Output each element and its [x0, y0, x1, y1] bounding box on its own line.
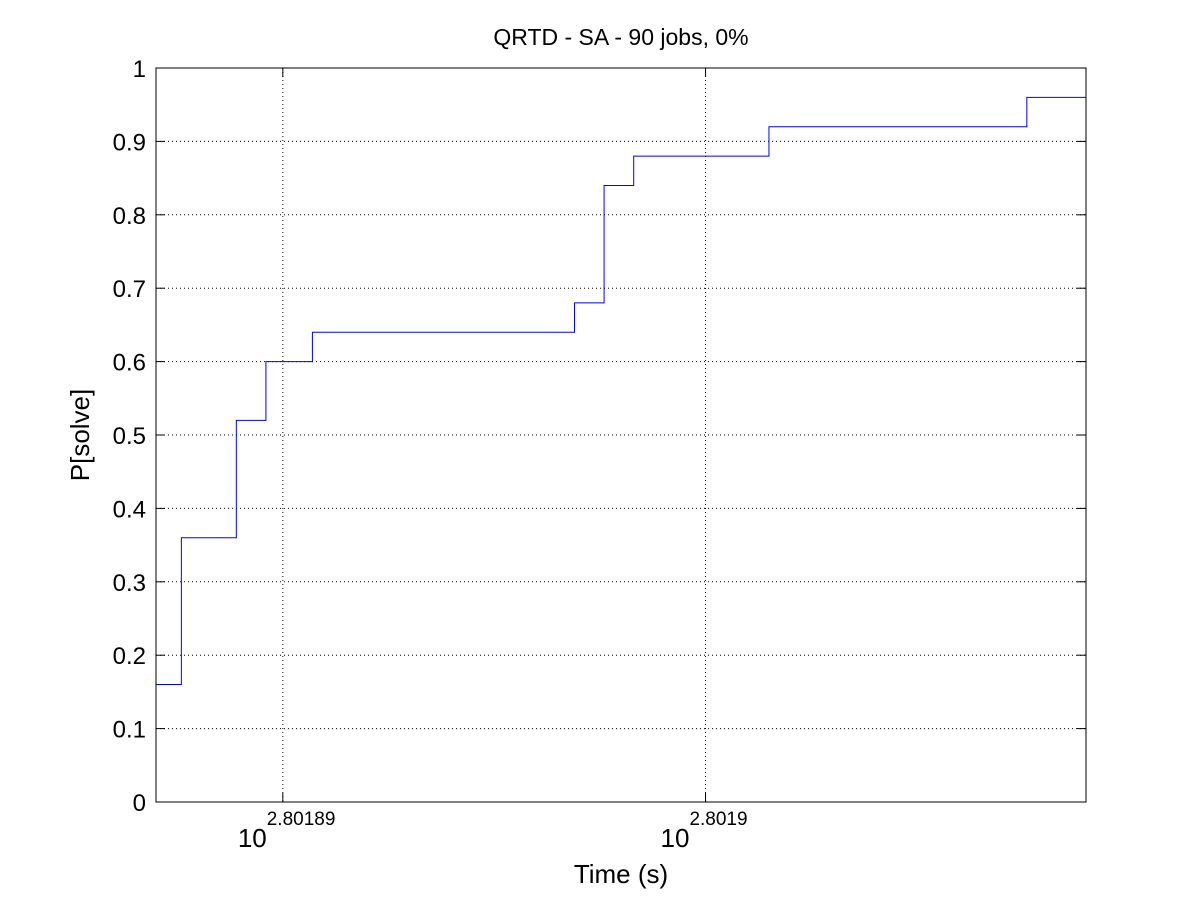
series-line [156, 96, 1086, 686]
x-tick-label-exponent: 2.8019 [689, 809, 747, 830]
y-tick-label: 0.3 [113, 570, 146, 597]
y-axis-label: P[solve] [65, 389, 95, 482]
ticks [156, 67, 1086, 803]
y-tick-label: 0.1 [113, 717, 146, 744]
grid [156, 68, 1086, 802]
y-tick-label: 0.5 [113, 423, 146, 450]
y-tick-label: 0.7 [113, 276, 146, 303]
y-tick-label: 0.9 [113, 129, 146, 156]
y-tick-label: 0.2 [113, 643, 146, 670]
y-tick-label: 0.8 [113, 203, 146, 230]
x-tick-label: 102.80189 [238, 809, 336, 853]
chart-title: QRTD - SA - 90 jobs, 0% [493, 24, 748, 50]
x-tick-label-base: 10 [661, 823, 690, 853]
x-tick-label-base: 10 [238, 823, 267, 853]
x-tick-label: 102.8019 [661, 809, 748, 853]
series-layer [156, 96, 1086, 686]
y-tick-label: 0 [133, 790, 146, 817]
x-axis-label: Time (s) [574, 859, 668, 889]
x-tick-label-exponent: 2.80189 [267, 809, 336, 830]
y-tick-label: 1 [133, 56, 146, 83]
y-tick-labels: 0 0.1 0.2 0.3 0.4 0.5 0.6 0.7 0.8 0.9 1 [113, 56, 146, 817]
y-tick-label: 0.4 [113, 496, 146, 523]
y-tick-label: 0.6 [113, 350, 146, 377]
